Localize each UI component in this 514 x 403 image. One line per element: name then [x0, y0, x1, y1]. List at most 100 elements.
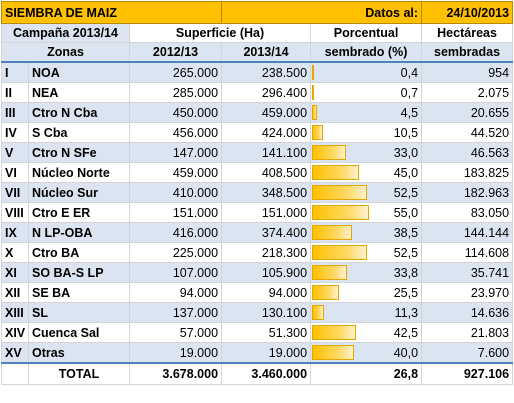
date-value: 24/10/2013	[421, 1, 514, 24]
total-row: TOTAL 3.678.000 3.460.000 26,8 927.106	[1, 362, 514, 385]
percent-sown-value: 33,0	[393, 145, 419, 160]
superficie-header: Superficie (Ha)	[128, 23, 312, 43]
zone-number: X	[1, 242, 29, 263]
surface-2013: 374.400	[221, 222, 312, 243]
surface-2012: 19.000	[128, 342, 223, 364]
surface-2013: 105.900	[221, 262, 312, 283]
surface-2012: 151.000	[128, 202, 223, 223]
table-row: XII SE BA 94.000 94.000 25,5 23.970	[1, 282, 514, 303]
surface-2013: 348.500	[221, 182, 312, 203]
hectares-sown: 21.803	[421, 322, 514, 343]
hectares-sown: 20.655	[421, 102, 514, 123]
percent-sown-value: 45,0	[393, 165, 419, 180]
percent-sown-cell: 38,5	[310, 222, 423, 243]
zone-number: VIII	[1, 202, 29, 223]
table-row: V Ctro N SFe 147.000 141.100 33,0 46.563	[1, 142, 514, 163]
table-row: XV Otras 19.000 19.000 40,0 7.600	[1, 342, 514, 364]
percent-sown-bar	[312, 285, 340, 300]
percent-sown-cell: 52,5	[310, 242, 423, 263]
percent-sown-value: 0,4	[400, 65, 419, 80]
sowing-table: SIEMBRA DE MAIZ Datos al: 24/10/2013 Cam…	[0, 1, 514, 385]
percent-sown-cell: 0,4	[310, 61, 423, 83]
zone-number: IX	[1, 222, 29, 243]
zone-number: VII	[1, 182, 29, 203]
surface-2012: 107.000	[128, 262, 223, 283]
total-surface-2013: 3.460.000	[221, 362, 312, 385]
percent-sown-cell: 45,0	[310, 162, 423, 183]
surface-2013: 218.300	[221, 242, 312, 263]
surface-2013: 459.000	[221, 102, 312, 123]
zone-name: NEA	[28, 82, 130, 103]
zone-number: III	[1, 102, 29, 123]
percent-sown-bar	[312, 105, 318, 120]
total-percent: 26,8	[310, 362, 423, 385]
zone-number: XV	[1, 342, 29, 364]
percent-sown-bar	[312, 245, 368, 260]
surface-2013: 408.500	[221, 162, 312, 183]
pct-header-line2: sembrado (%)	[310, 42, 423, 63]
percent-sown-value: 52,5	[393, 185, 419, 200]
surface-2012: 410.000	[128, 182, 223, 203]
percent-sown-cell: 0,7	[310, 82, 423, 103]
hectares-sown: 23.970	[421, 282, 514, 303]
title-row: SIEMBRA DE MAIZ Datos al: 24/10/2013	[0, 1, 514, 24]
ha-header-line2: sembradas	[421, 42, 514, 63]
percent-sown-value: 52,5	[393, 245, 419, 260]
surface-2013: 151.000	[221, 202, 312, 223]
total-hectares: 927.106	[421, 362, 514, 385]
percent-sown-cell: 4,5	[310, 102, 423, 123]
surface-2013: 130.100	[221, 302, 312, 323]
hectares-sown: 954	[421, 61, 514, 83]
hectares-sown: 2.075	[421, 82, 514, 103]
percent-sown-bar	[312, 125, 324, 140]
sowing-table-sheet: SIEMBRA DE MAIZ Datos al: 24/10/2013 Cam…	[0, 1, 514, 385]
hectares-sown: 46.563	[421, 142, 514, 163]
percent-sown-cell: 40,0	[310, 342, 423, 364]
header-row-1: Campaña 2013/14 Superficie (Ha) Porcentu…	[1, 23, 514, 43]
zone-name: Núcleo Norte	[28, 162, 130, 183]
surface-2013: 141.100	[221, 142, 312, 163]
table-row: VIII Ctro E ER 151.000 151.000 55,0 83.050	[1, 202, 514, 223]
report-title: SIEMBRA DE MAIZ	[0, 1, 223, 24]
surface-2012: 450.000	[128, 102, 223, 123]
surface-2013: 51.300	[221, 322, 312, 343]
surface-2013: 238.500	[221, 61, 312, 83]
percent-sown-cell: 42,5	[310, 322, 423, 343]
table-row: III Ctro N Cba 450.000 459.000 4,5 20.655	[1, 102, 514, 123]
hectares-sown: 83.050	[421, 202, 514, 223]
total-surface-2012: 3.678.000	[128, 362, 223, 385]
table-row: VII Núcleo Sur 410.000 348.500 52,5 182.963	[1, 182, 514, 203]
zone-name: Núcleo Sur	[28, 182, 130, 203]
hectares-sown: 35.741	[421, 262, 514, 283]
surface-2012: 459.000	[128, 162, 223, 183]
percent-sown-bar	[312, 145, 347, 160]
total-label: TOTAL	[28, 362, 130, 385]
table-row: I NOA 265.000 238.500 0,4 954	[1, 61, 514, 83]
hectares-sown: 7.600	[421, 342, 514, 364]
zone-number: IV	[1, 122, 29, 143]
zone-name: Ctro N Cba	[28, 102, 130, 123]
percent-sown-value: 38,5	[393, 225, 419, 240]
zone-number: XIII	[1, 302, 29, 323]
surface-2012: 285.000	[128, 82, 223, 103]
header-row-2: Zonas 2012/13 2013/14 sembrado (%) sembr…	[1, 42, 514, 63]
percent-sown-value: 4,5	[400, 105, 419, 120]
zone-name: Ctro BA	[28, 242, 130, 263]
date-label: Datos al:	[221, 1, 423, 24]
surface-2013: 296.400	[221, 82, 312, 103]
zone-name: N LP-OBA	[28, 222, 130, 243]
ha-header-line1: Hectáreas	[421, 23, 514, 43]
pct-header-line1: Porcentual	[310, 23, 423, 43]
table-row: II NEA 285.000 296.400 0,7 2.075	[1, 82, 514, 103]
percent-sown-bar	[312, 225, 353, 240]
zone-name: NOA	[28, 61, 130, 83]
surface-2012: 456.000	[128, 122, 223, 143]
year1-header: 2012/13	[128, 42, 223, 63]
hectares-sown: 183.825	[421, 162, 514, 183]
total-spacer	[1, 362, 29, 385]
zones-header: Zonas	[1, 42, 130, 63]
zone-name: Cuenca Sal	[28, 322, 130, 343]
percent-sown-bar	[312, 185, 368, 200]
hectares-sown: 182.963	[421, 182, 514, 203]
percent-sown-bar	[312, 305, 325, 320]
